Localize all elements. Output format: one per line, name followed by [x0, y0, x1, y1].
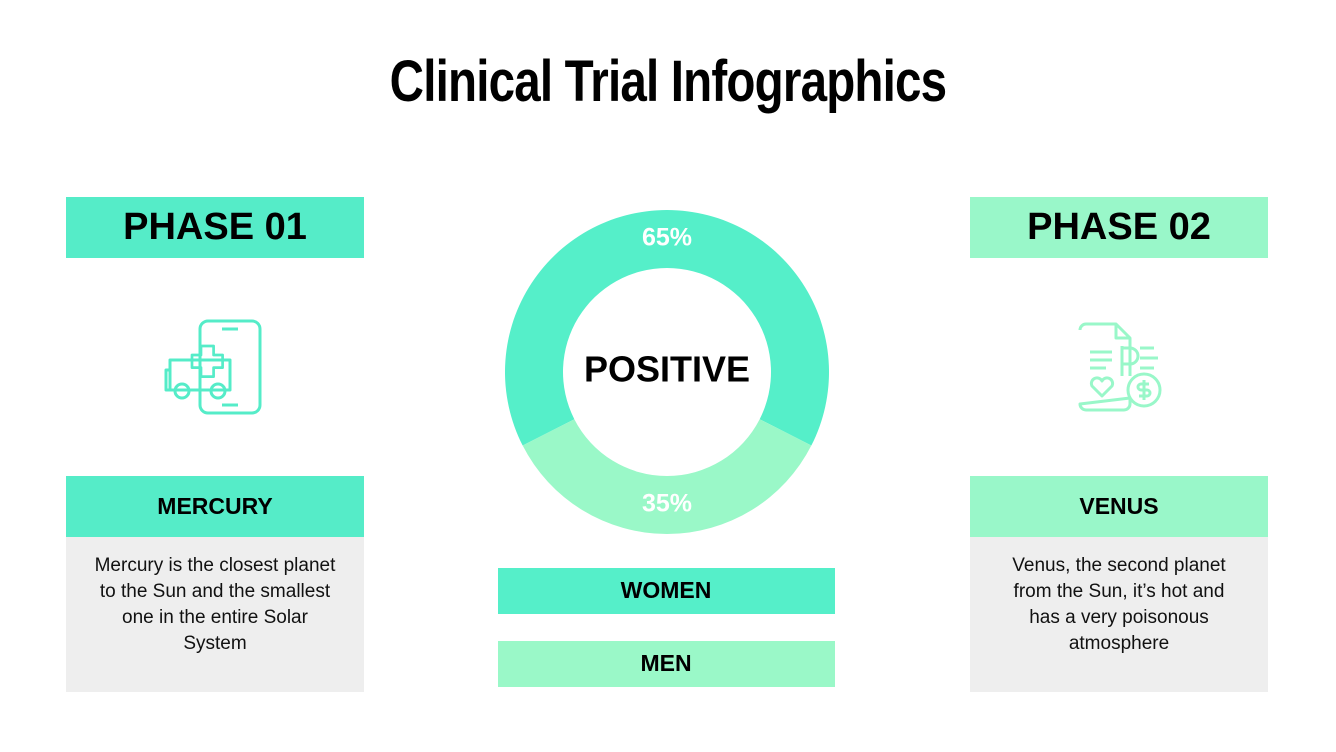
value-label: 65%: [642, 224, 692, 252]
donut-slice: [504, 209, 829, 446]
phase-heading: PHASE 02: [970, 197, 1268, 258]
value-label: 35%: [642, 490, 692, 518]
legend-label: WOMEN: [621, 577, 712, 603]
phase-heading: PHASE 01: [66, 197, 364, 258]
legend-bar: [498, 641, 835, 687]
donut-chart: 65% 35% POSITIVE WOMEN MEN: [498, 209, 835, 687]
legend-label: MEN: [640, 650, 691, 676]
ambulance-phone-icon: [164, 319, 262, 415]
document-dollar-icon: [1078, 322, 1162, 412]
legend-bar: [498, 568, 835, 614]
panel-text: Mercury is the closest planet to the Sun…: [66, 537, 364, 692]
center-label: POSITIVE: [584, 349, 750, 390]
title: Clinical Trial Infographics: [389, 49, 947, 114]
panel-title: VENUS: [970, 476, 1268, 537]
panel-title: MERCURY: [66, 476, 364, 537]
donut-slice: [522, 419, 812, 534]
panel-text: Venus, the second planet from the Sun, i…: [970, 537, 1268, 692]
